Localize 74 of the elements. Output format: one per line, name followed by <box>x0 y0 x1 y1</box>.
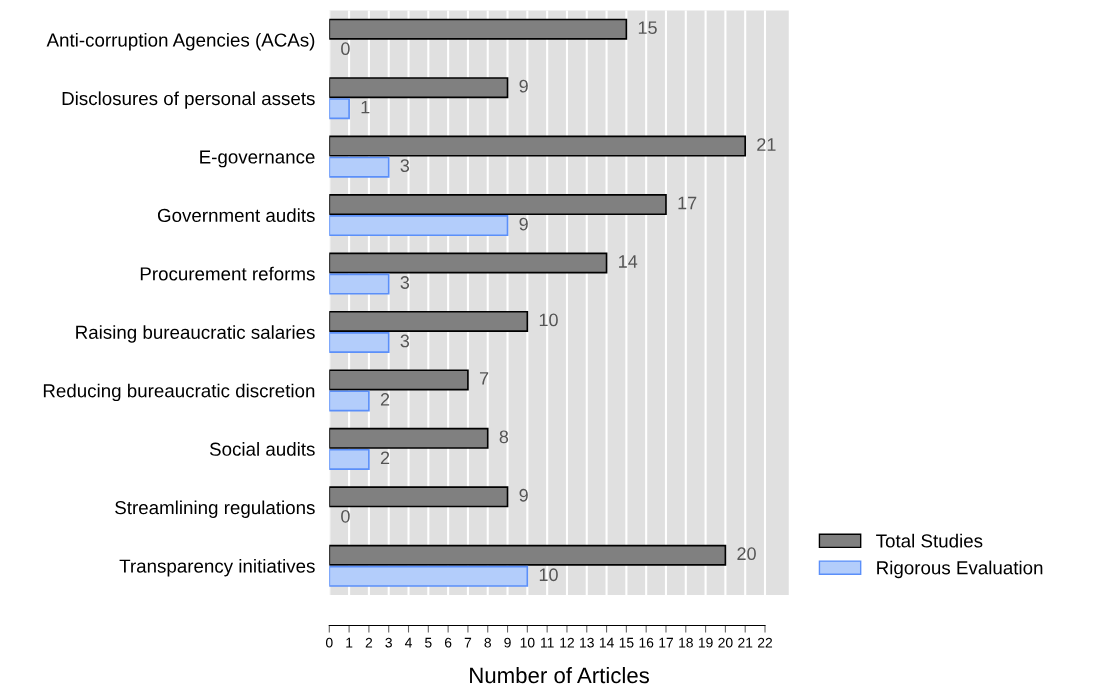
data-label: 8 <box>499 430 509 444</box>
bar <box>329 18 628 40</box>
data-label: 10 <box>539 313 558 327</box>
y-tick-label: Streamlining regulations <box>115 500 315 519</box>
bar <box>329 565 529 587</box>
y-tick-label: Transparency initiatives <box>119 558 315 577</box>
data-label: 9 <box>519 488 528 502</box>
data-label: 3 <box>400 159 410 172</box>
x-tick-label: 20 <box>718 637 733 648</box>
x-tick-label: 16 <box>639 637 654 648</box>
data-label: 3 <box>400 276 410 289</box>
x-tick-label: 19 <box>698 637 713 648</box>
bar <box>329 544 727 566</box>
bar <box>329 448 370 470</box>
data-label: 21 <box>757 138 776 151</box>
bar <box>329 215 509 237</box>
data-label: 15 <box>638 21 657 35</box>
data-label: 14 <box>619 255 638 268</box>
bar <box>329 331 390 354</box>
data-label: 17 <box>678 196 697 210</box>
bar <box>329 77 509 99</box>
y-tick-label: Anti-corruption Agencies (ACAs) <box>46 32 315 51</box>
y-tick-label: Social audits <box>209 442 315 456</box>
bar <box>329 135 747 157</box>
data-label: 0 <box>341 509 350 523</box>
x-tick-label: 11 <box>541 637 554 648</box>
x-tick-label: 15 <box>619 637 634 648</box>
y-tick-label: Disclosures of personal assets <box>62 91 315 109</box>
x-tick-label: 14 <box>599 637 614 648</box>
x-tick-label: 12 <box>560 637 574 648</box>
x-tick-label: 2 <box>365 637 373 648</box>
data-label: 1 <box>361 100 370 114</box>
legend-label: Total Studies <box>876 533 983 548</box>
y-tick-label: Reducing bureaucratic discretion <box>43 383 315 402</box>
y-tick-label: Government audits <box>157 208 315 223</box>
data-label: 7 <box>479 372 489 385</box>
x-tick-label: 9 <box>504 637 511 648</box>
x-tick-label: 3 <box>385 637 392 648</box>
data-label: 3 <box>400 334 410 348</box>
x-tick-label: 7 <box>464 637 472 648</box>
y-tick-label: Raising bureaucratic salaries <box>76 325 315 343</box>
data-label: 9 <box>519 79 528 93</box>
bar <box>329 427 489 449</box>
x-tick-label: 17 <box>659 637 674 648</box>
bar <box>329 310 529 332</box>
x-tick-label: 10 <box>520 637 535 648</box>
bar <box>329 252 608 274</box>
x-tick-label: 1 <box>346 637 353 648</box>
y-tick-label: Procurement reforms <box>140 266 315 281</box>
data-label: 0 <box>341 42 350 56</box>
x-tick-label: 6 <box>444 637 452 648</box>
legend-label: Rigorous Evaluation <box>877 560 1043 579</box>
x-tick-label: 0 <box>325 637 333 648</box>
y-tick-label: E-governance <box>200 150 315 168</box>
x-tick-label: 8 <box>484 637 491 648</box>
data-label: 2 <box>380 393 390 406</box>
x-tick-label: 4 <box>404 637 412 648</box>
bar <box>329 369 469 391</box>
bar <box>329 390 370 412</box>
bar <box>329 194 667 216</box>
x-tick-label: 5 <box>425 637 432 648</box>
bar <box>329 273 390 295</box>
x-tick-label: 22 <box>757 637 773 648</box>
data-label: 9 <box>519 217 528 231</box>
bar <box>329 156 390 178</box>
data-label: 10 <box>539 568 558 582</box>
data-label: 2 <box>380 451 390 465</box>
bar <box>329 98 350 120</box>
x-tick-label: 21 <box>738 637 753 648</box>
x-tick-label: 13 <box>580 637 594 648</box>
x-tick-label: 18 <box>679 637 693 648</box>
bar <box>329 486 509 508</box>
data-label: 20 <box>737 547 756 561</box>
x-axis-title: Number of Articles <box>470 666 650 684</box>
